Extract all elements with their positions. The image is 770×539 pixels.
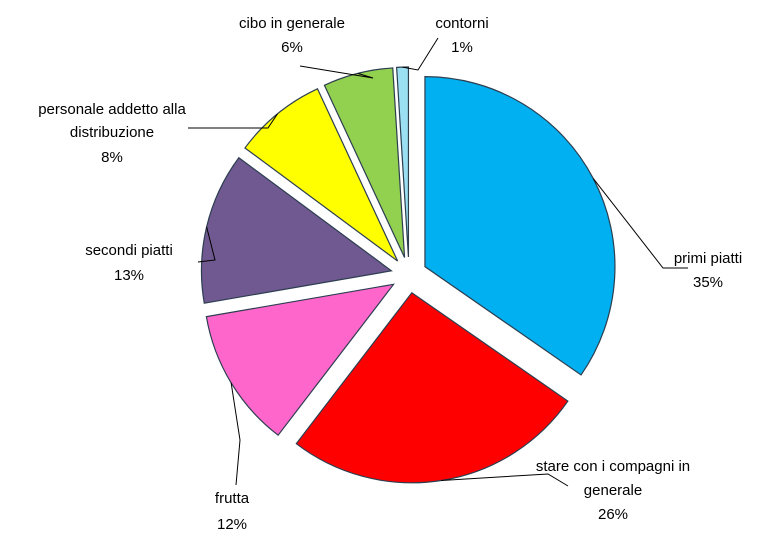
pie-slices bbox=[200, 66, 616, 484]
label-frutta: frutta bbox=[215, 490, 250, 507]
percent-frutta: 12% bbox=[217, 516, 247, 533]
label-cibo-in-generale: cibo in generale bbox=[239, 15, 345, 32]
label-primi-piatti: primi piatti bbox=[674, 250, 742, 267]
percent-personale: 8% bbox=[101, 149, 123, 166]
percent-contorni: 1% bbox=[451, 39, 473, 56]
pie-slice-frutta bbox=[205, 283, 396, 437]
label-personale-line2: distribuzione bbox=[70, 124, 154, 141]
label-secondi-piatti: secondi piatti bbox=[85, 242, 173, 259]
leader-line-primi-piatti bbox=[592, 178, 688, 269]
percent-secondi-piatti: 13% bbox=[114, 267, 144, 284]
leader-lines bbox=[188, 37, 688, 487]
label-stare-line1: stare con i compagni in bbox=[536, 458, 690, 475]
pie-slice-primi-piatti bbox=[424, 76, 616, 376]
percent-stare: 26% bbox=[598, 506, 628, 523]
leader-line-frutta bbox=[230, 382, 241, 486]
leader-line-cibo-in-generale bbox=[299, 65, 374, 79]
label-contorni: contorni bbox=[435, 15, 488, 32]
label-stare-line2: generale bbox=[584, 482, 642, 499]
leader-line-personale-addetto-alla-distribuzione bbox=[188, 113, 278, 129]
percent-primi-piatti: 35% bbox=[693, 274, 723, 291]
leader-line-stare-con-i-compagni-in-generale bbox=[441, 473, 569, 487]
label-personale-line1: personale addetto alla bbox=[38, 101, 186, 118]
leader-line-contorni bbox=[402, 37, 439, 71]
leader-line-secondi-piatti bbox=[197, 226, 216, 263]
percent-cibo-in-generale: 6% bbox=[281, 39, 303, 56]
